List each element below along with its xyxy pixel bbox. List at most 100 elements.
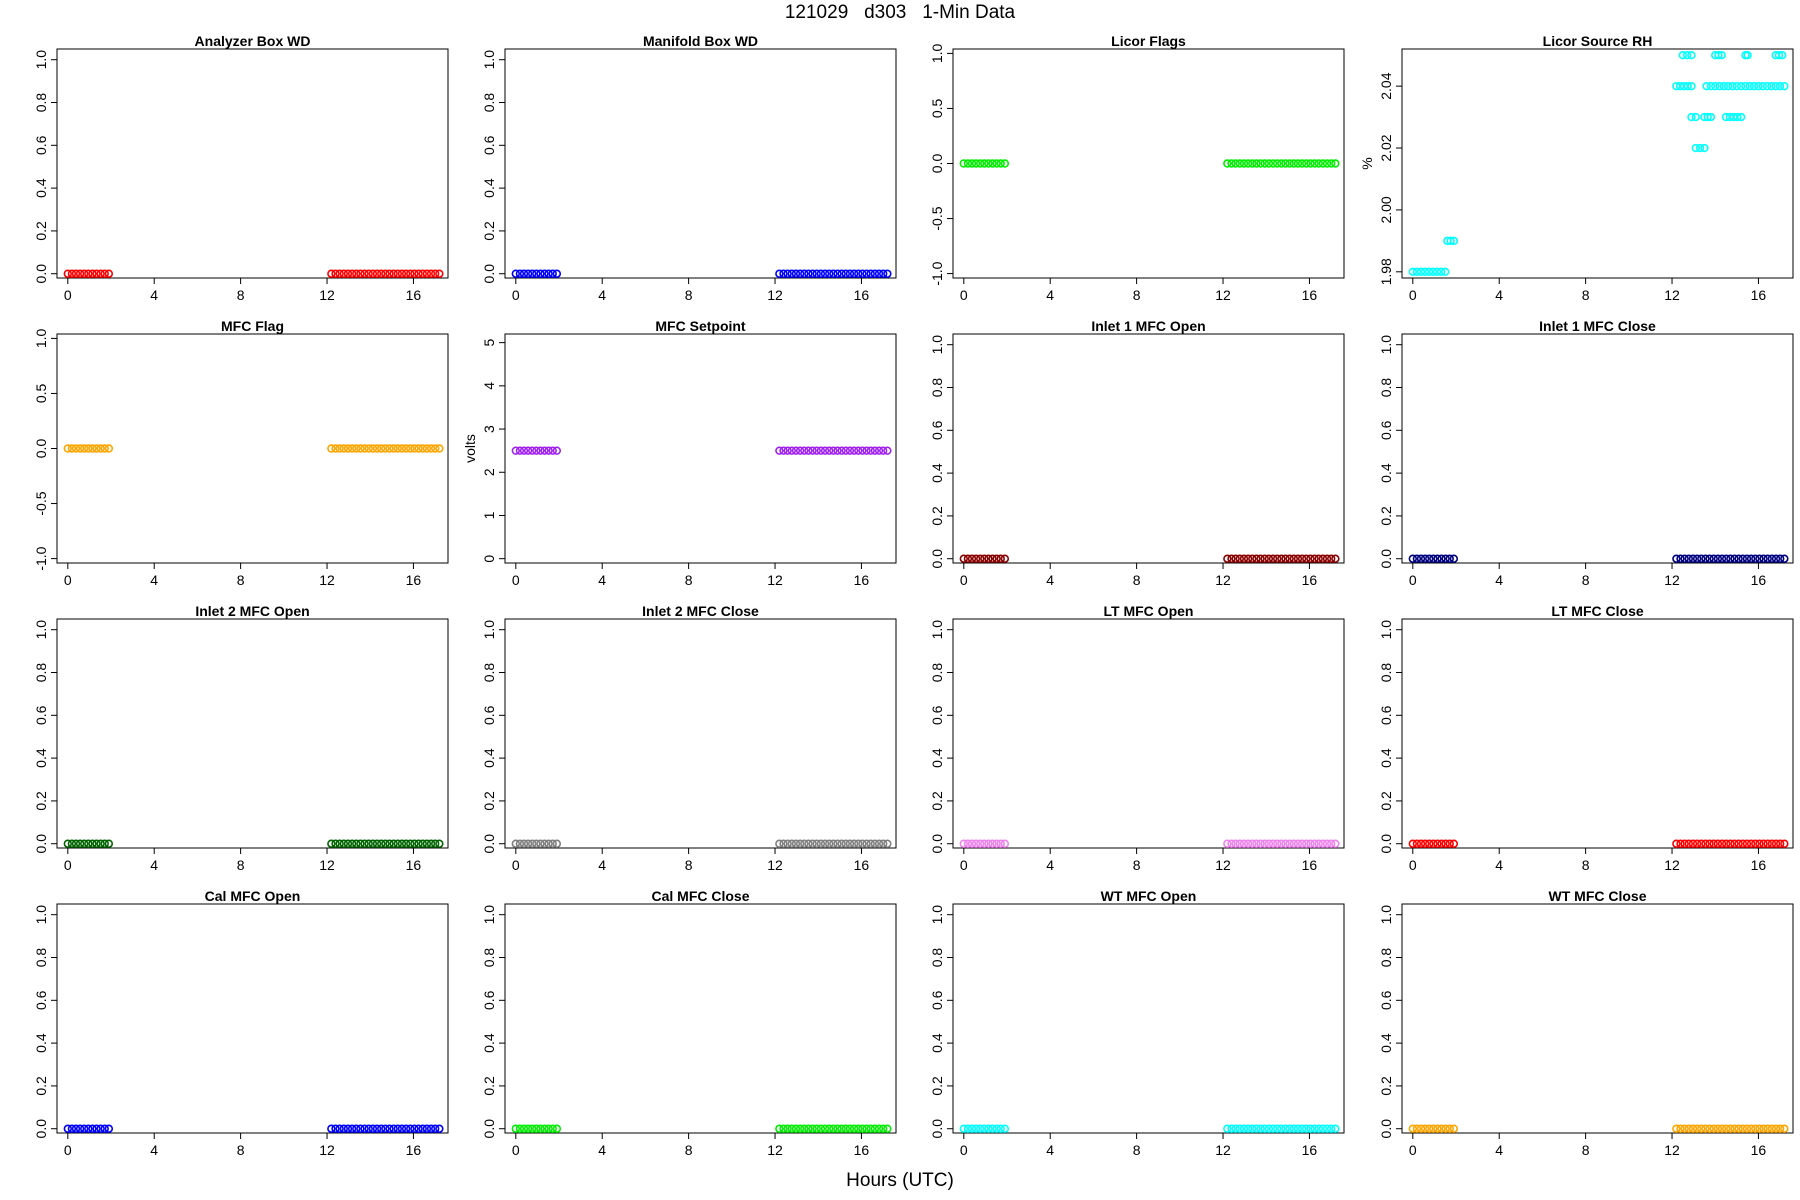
data-point bbox=[963, 839, 973, 848]
data-point bbox=[845, 839, 855, 848]
data-point bbox=[1429, 1124, 1438, 1133]
data-point bbox=[1682, 50, 1692, 60]
plot-frame bbox=[952, 618, 1345, 849]
data-point bbox=[1780, 1124, 1789, 1133]
y-tick-label: 0.8 bbox=[1378, 663, 1394, 683]
y-tick-label: 0.4 bbox=[1378, 1033, 1394, 1053]
panel-title: Analyzer Box WD bbox=[195, 33, 311, 49]
data-point bbox=[783, 446, 792, 455]
data-point bbox=[833, 839, 842, 848]
data-point bbox=[356, 444, 365, 453]
data-point bbox=[791, 269, 801, 278]
data-point bbox=[1318, 839, 1328, 848]
data-point bbox=[88, 444, 97, 453]
x-tick-label: 8 bbox=[1133, 287, 1141, 303]
data-point bbox=[1755, 554, 1764, 563]
data-point bbox=[1688, 554, 1698, 563]
data-point bbox=[1449, 839, 1459, 848]
data-point bbox=[1738, 839, 1748, 848]
x-tick-label: 0 bbox=[512, 287, 520, 303]
data-point bbox=[511, 446, 520, 455]
y-tick-label: 1.0 bbox=[481, 620, 497, 640]
data-point bbox=[1742, 1124, 1752, 1133]
y-tick-label: 1.98 bbox=[1378, 258, 1394, 285]
data-point bbox=[883, 446, 892, 455]
data-point bbox=[1449, 1124, 1459, 1133]
data-point bbox=[1235, 554, 1245, 563]
data-point bbox=[837, 446, 846, 455]
data-point bbox=[426, 839, 436, 848]
y-tick-label: -0.5 bbox=[929, 206, 945, 230]
data-point bbox=[327, 444, 336, 453]
x-tick-label: 0 bbox=[1409, 287, 1417, 303]
data-point bbox=[849, 1124, 859, 1133]
x-tick-label: 4 bbox=[150, 857, 158, 873]
data-point bbox=[1742, 839, 1752, 848]
y-tick-label: 0.5 bbox=[929, 99, 945, 119]
y-tick-label: 1.0 bbox=[1378, 335, 1394, 355]
data-point bbox=[883, 839, 892, 848]
data-point bbox=[1755, 1124, 1764, 1133]
data-point bbox=[1239, 554, 1249, 563]
data-point bbox=[870, 269, 880, 278]
y-tick-label: 1.0 bbox=[929, 335, 945, 355]
data-point bbox=[100, 1124, 109, 1133]
data-point bbox=[532, 446, 541, 455]
data-point bbox=[523, 269, 533, 278]
data-point bbox=[1780, 81, 1789, 91]
y-tick-label: 0.6 bbox=[929, 705, 945, 725]
x-tick-label: 8 bbox=[237, 287, 245, 303]
x-tick-label: 8 bbox=[237, 572, 245, 588]
data-point bbox=[1449, 236, 1459, 246]
data-point bbox=[71, 269, 81, 278]
data-point bbox=[435, 1124, 444, 1133]
data-point bbox=[984, 839, 993, 848]
data-point bbox=[1248, 1124, 1257, 1133]
data-point bbox=[800, 446, 809, 455]
data-point bbox=[854, 839, 863, 848]
data-point bbox=[368, 269, 378, 278]
data-point bbox=[75, 444, 85, 453]
panel-title: Licor Flags bbox=[1111, 33, 1186, 49]
data-point bbox=[96, 269, 105, 278]
data-point bbox=[992, 159, 1001, 168]
data-point bbox=[858, 839, 867, 848]
y-tick-label: 0.0 bbox=[929, 834, 945, 854]
data-point bbox=[1437, 839, 1446, 848]
x-tick-label: 8 bbox=[1133, 572, 1141, 588]
data-point bbox=[992, 554, 1001, 563]
data-point bbox=[80, 269, 89, 278]
data-point bbox=[1331, 159, 1340, 168]
data-point bbox=[1687, 50, 1696, 60]
x-tick-label: 16 bbox=[1302, 572, 1318, 588]
data-point bbox=[401, 269, 411, 278]
data-point bbox=[1717, 839, 1727, 848]
data-point bbox=[511, 1124, 520, 1133]
data-point bbox=[75, 1124, 85, 1133]
data-point bbox=[1749, 81, 1759, 91]
data-point bbox=[519, 1124, 529, 1133]
data-point bbox=[883, 1124, 892, 1133]
data-point bbox=[878, 446, 888, 455]
y-tick-label: 0.8 bbox=[481, 663, 497, 683]
data-point bbox=[1759, 554, 1768, 563]
data-point bbox=[816, 269, 826, 278]
data-point bbox=[866, 1124, 875, 1133]
data-point bbox=[837, 269, 846, 278]
data-point bbox=[80, 1124, 89, 1133]
x-tick-label: 8 bbox=[237, 857, 245, 873]
data-point bbox=[1721, 839, 1731, 848]
y-tick-label: -1.0 bbox=[33, 546, 49, 570]
data-point bbox=[544, 1124, 553, 1133]
data-point bbox=[548, 269, 557, 278]
x-tick-label: 16 bbox=[1751, 287, 1767, 303]
y-tick-label: 0.4 bbox=[33, 178, 49, 198]
data-point bbox=[1684, 839, 1694, 848]
data-point bbox=[1437, 1124, 1446, 1133]
y-tick-label: 0.8 bbox=[481, 948, 497, 968]
y-tick-label: 1.0 bbox=[33, 905, 49, 925]
data-point bbox=[1441, 1124, 1450, 1133]
panel-wt-mfc-close: WT MFC Close 0 4 8 12 16 0.0 0.2 0.4 0.6 0.8 1.0 bbox=[1378, 888, 1794, 1158]
data-point bbox=[804, 269, 813, 278]
data-point bbox=[1302, 839, 1311, 848]
